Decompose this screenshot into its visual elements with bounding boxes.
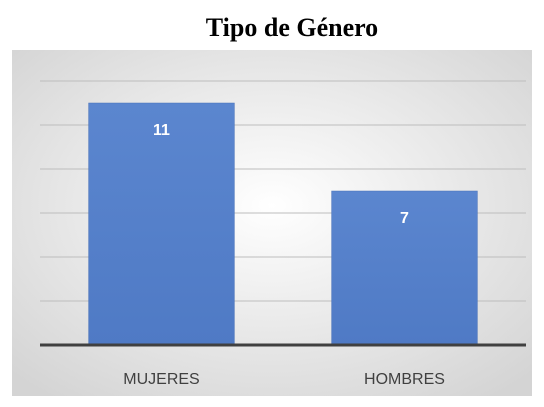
bar	[331, 190, 478, 346]
data-label: 11	[153, 122, 170, 139]
x-tick-label: MUJERES	[123, 371, 199, 388]
bar	[88, 102, 235, 346]
x-tick-label: HOMBRES	[364, 371, 445, 388]
chart-title: Tipo de Género	[206, 13, 378, 42]
data-label: 7	[400, 210, 409, 227]
